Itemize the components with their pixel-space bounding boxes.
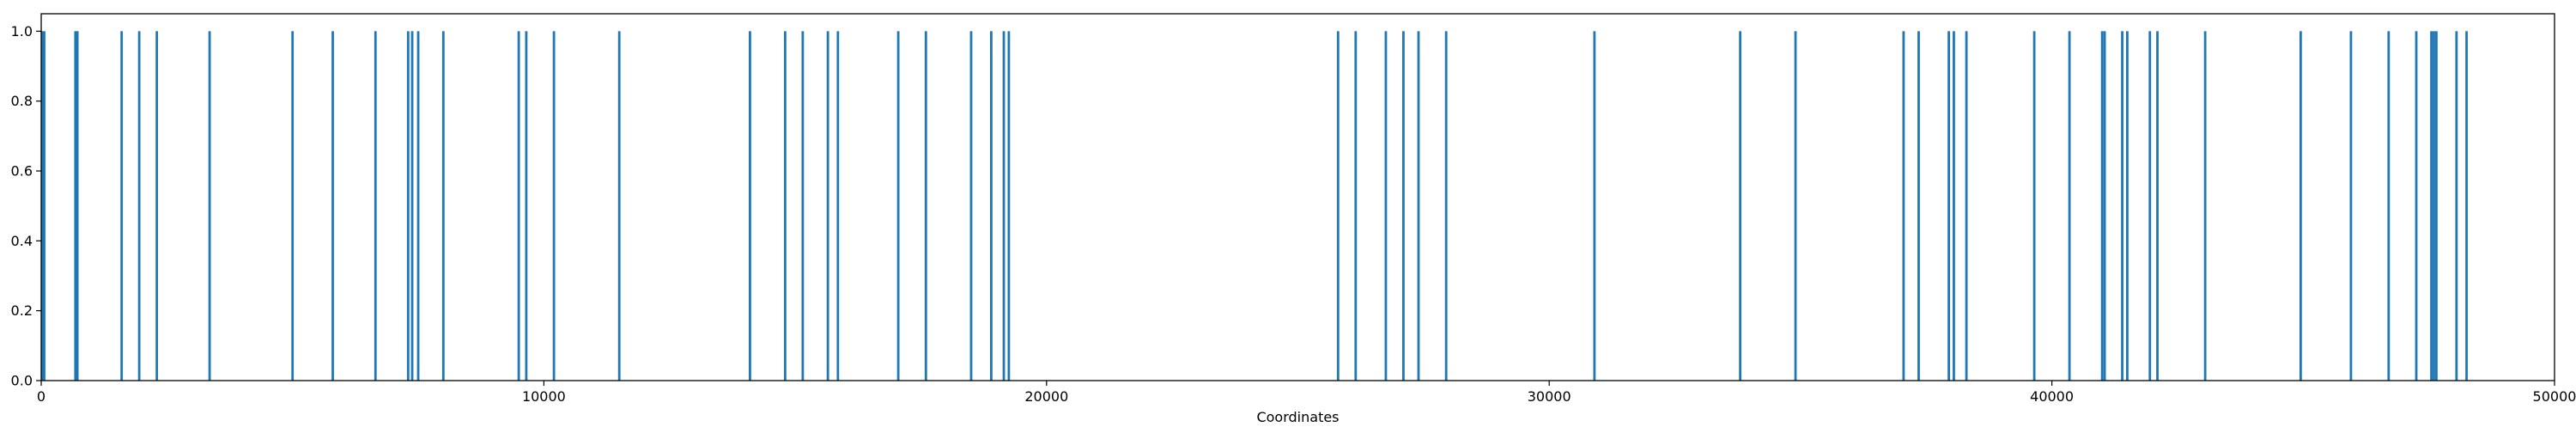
data-bar: [2068, 31, 2071, 381]
data-bar: [617, 31, 621, 381]
data-bar: [2103, 31, 2106, 381]
data-bar: [896, 31, 900, 381]
y-tick-label: 0.2: [11, 302, 33, 319]
data-bar: [2032, 31, 2036, 381]
data-bar: [416, 31, 420, 381]
y-tick-label: 0.4: [11, 233, 33, 249]
data-bar: [76, 31, 79, 381]
data-bar: [783, 31, 787, 381]
x-tick-label: 50000: [2533, 388, 2576, 405]
data-bar: [2156, 31, 2159, 381]
data-bar: [969, 31, 973, 381]
data-bar: [801, 31, 805, 381]
bars-layer: [40, 31, 2468, 381]
data-bar: [2435, 31, 2438, 381]
data-bar: [2465, 31, 2468, 381]
data-bar: [1917, 31, 1920, 381]
data-bar: [410, 31, 414, 381]
data-bar: [120, 31, 124, 381]
data-bar: [1953, 31, 1955, 381]
data-bar: [1402, 31, 1405, 381]
data-bar: [1739, 31, 1742, 381]
x-tick-label: 10000: [522, 388, 566, 405]
y-tick-label: 0.8: [11, 93, 33, 109]
data-bar: [2148, 31, 2152, 381]
data-bar: [517, 31, 520, 381]
data-bar: [137, 31, 141, 381]
data-bar: [2415, 31, 2418, 381]
data-bar: [331, 31, 334, 381]
y-axis-ticks: 0.0 0.2 0.4 0.6 0.8 1.0: [11, 23, 41, 389]
data-bar: [2349, 31, 2353, 381]
x-tick-label: 30000: [1528, 388, 1571, 405]
data-bar: [291, 31, 295, 381]
x-tick-label: 0: [37, 388, 46, 405]
data-bar: [749, 31, 751, 381]
data-bar: [1947, 31, 1950, 381]
data-bar: [441, 31, 445, 381]
data-bar: [1354, 31, 1358, 381]
data-bar: [1417, 31, 1420, 381]
x-axis-label: Coordinates: [1256, 409, 1339, 425]
data-bar: [990, 31, 993, 381]
data-bar: [836, 31, 840, 381]
x-axis-ticks: 0 10000 20000 30000 40000 50000: [37, 381, 2576, 405]
y-tick-label: 0.6: [11, 163, 33, 180]
data-bar: [2126, 31, 2129, 381]
y-tick-label: 1.0: [11, 23, 33, 40]
data-bar: [1794, 31, 1797, 381]
data-bar: [2430, 31, 2433, 381]
data-bar: [2433, 31, 2435, 381]
data-bar: [1384, 31, 1388, 381]
data-bar: [2100, 31, 2104, 381]
data-bar: [525, 31, 528, 381]
data-bar: [208, 31, 211, 381]
y-tick-label: 0.0: [11, 373, 33, 389]
data-bar: [374, 31, 377, 381]
data-bar: [826, 31, 829, 381]
data-bar: [1336, 31, 1340, 381]
data-bar: [1007, 31, 1011, 381]
data-bar: [1002, 31, 1005, 381]
data-bar: [2121, 31, 2123, 381]
x-tick-label: 20000: [1024, 388, 1068, 405]
data-bar: [552, 31, 556, 381]
data-bar: [406, 31, 410, 381]
data-bar: [74, 31, 77, 381]
data-bar: [40, 31, 44, 381]
data-bar: [43, 31, 46, 381]
data-bar: [1444, 31, 1448, 381]
data-bar: [924, 31, 927, 381]
data-bar: [2203, 31, 2207, 381]
data-bar: [1593, 31, 1596, 381]
data-bar: [1965, 31, 1968, 381]
plot-frame: [40, 13, 2555, 381]
data-bar: [2299, 31, 2302, 381]
data-bar: [2455, 31, 2458, 381]
data-bar: [1902, 31, 1905, 381]
data-bar: [2387, 31, 2391, 381]
x-tick-label: 40000: [2030, 388, 2074, 405]
data-bar: [155, 31, 159, 381]
